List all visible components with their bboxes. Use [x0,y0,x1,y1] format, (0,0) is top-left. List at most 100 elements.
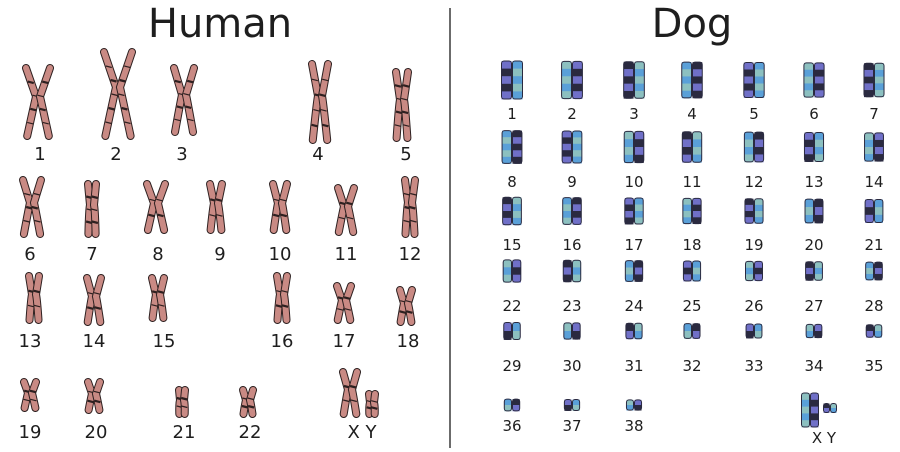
dog-label-23: 23 [562,297,582,315]
human-chromosome-17 [333,282,355,324]
dog-chromosome-18 [682,197,702,225]
dog-chromosome-15 [502,196,522,226]
dog-label-11: 11 [682,173,702,191]
human-chromosome-10 [269,180,291,234]
human-chromosome-y [365,390,379,418]
human-label-12: 12 [398,244,422,265]
human-chromosome-1 [22,64,54,140]
human-chromosome-2 [100,48,136,140]
human-chromosome-9 [206,180,226,234]
human-chromosome-15 [148,274,168,322]
dog-label-4: 4 [687,105,697,123]
dog-chromosome-x [801,392,819,428]
dog-label-8: 8 [507,173,517,191]
dog-panel-title: Dog [651,1,733,47]
human-label-17: 17 [332,331,356,352]
human-label-11: 11 [334,244,358,265]
dog-label-3: 3 [629,105,639,123]
dog-label-38: 38 [624,417,644,435]
human-chromosome-21 [175,386,189,418]
dog-chromosome-2 [561,60,583,100]
human-label-13: 13 [18,331,42,352]
dog-label-20: 20 [804,236,824,254]
dog-chromosome-3 [623,61,645,99]
dog-chromosome-7 [863,62,885,98]
dog-label-31: 31 [624,357,644,375]
dog-chromosome-38 [625,399,643,411]
human-label-8: 8 [152,244,164,265]
dog-chromosome-25 [682,260,702,282]
dog-label-17: 17 [624,236,644,254]
human-label-5: 5 [400,144,412,165]
dog-chromosome-13 [803,132,825,162]
dog-chromosome-y [823,403,837,413]
dog-chromosome-8 [501,130,523,164]
dog-label-24: 24 [624,297,644,315]
human-chromosome-7 [84,180,100,238]
human-chromosome-22 [239,386,257,418]
human-chromosome-6 [19,176,45,238]
human-label-20: 20 [84,422,108,443]
human-chromosome-3 [170,64,198,136]
dog-chromosome-14 [864,132,884,162]
dog-label-15: 15 [502,236,522,254]
human-chromosome-5 [392,68,412,142]
human-label-18: 18 [396,331,420,352]
human-chromosome-18 [396,286,416,326]
panel-divider [449,8,451,448]
dog-label-28: 28 [864,297,884,315]
dog-chromosomes [501,60,885,428]
dog-chromosome-19 [744,198,764,224]
dog-chromosome-29 [503,322,521,340]
dog-label-22: 22 [502,297,522,315]
dog-label-27: 27 [804,297,824,315]
human-label-2: 2 [110,144,122,165]
dog-chromosome-11 [681,131,703,163]
dog-label-25: 25 [682,297,702,315]
human-label-19: 19 [18,422,42,443]
human-label-1: 1 [34,144,46,165]
dog-label-18: 18 [682,236,702,254]
dog-label-21: 21 [864,236,884,254]
human-chromosome-12 [401,176,419,238]
dog-chromosome-5 [743,62,765,98]
human-label-23: X Y [347,422,377,443]
human-label-9: 9 [214,244,226,265]
human-label-6: 6 [24,244,36,265]
dog-label-32: 32 [682,357,702,375]
human-chromosome-13 [25,272,43,324]
human-chromosome-19 [20,378,40,412]
dog-chromosome-35 [865,324,883,338]
human-chromosome-14 [83,274,105,326]
human-label-7: 7 [86,244,98,265]
dog-label-16: 16 [562,236,582,254]
human-chromosome-4 [308,60,332,144]
human-label-3: 3 [176,144,188,165]
human-label-4: 4 [312,144,324,165]
dog-label-1: 1 [507,105,517,123]
dog-label-33: 33 [744,357,764,375]
dog-chromosome-22 [502,259,522,283]
dog-label-14: 14 [864,173,884,191]
dog-chromosome-33 [745,323,763,339]
dog-chromosome-23 [562,259,582,283]
human-label-15: 15 [152,331,176,352]
dog-chromosome-32 [683,323,701,339]
dog-label-19: 19 [744,236,764,254]
human-label-21: 21 [172,422,196,443]
dog-chromosome-27 [805,261,823,281]
human-label-16: 16 [270,331,294,352]
human-chromosome-20 [84,378,104,414]
dog-label-xy: X Y [811,429,837,447]
human-chromosome-11 [334,184,358,236]
dog-chromosome-1 [501,60,523,100]
dog-label-29: 29 [502,357,522,375]
human-chromosome-x [339,368,361,418]
dog-chromosome-31 [625,322,643,340]
dog-label-30: 30 [562,357,582,375]
dog-label-10: 10 [624,173,644,191]
human-chromosome-16 [273,272,291,324]
dog-chromosome-10 [623,130,645,164]
dog-chromosome-26 [745,260,763,282]
